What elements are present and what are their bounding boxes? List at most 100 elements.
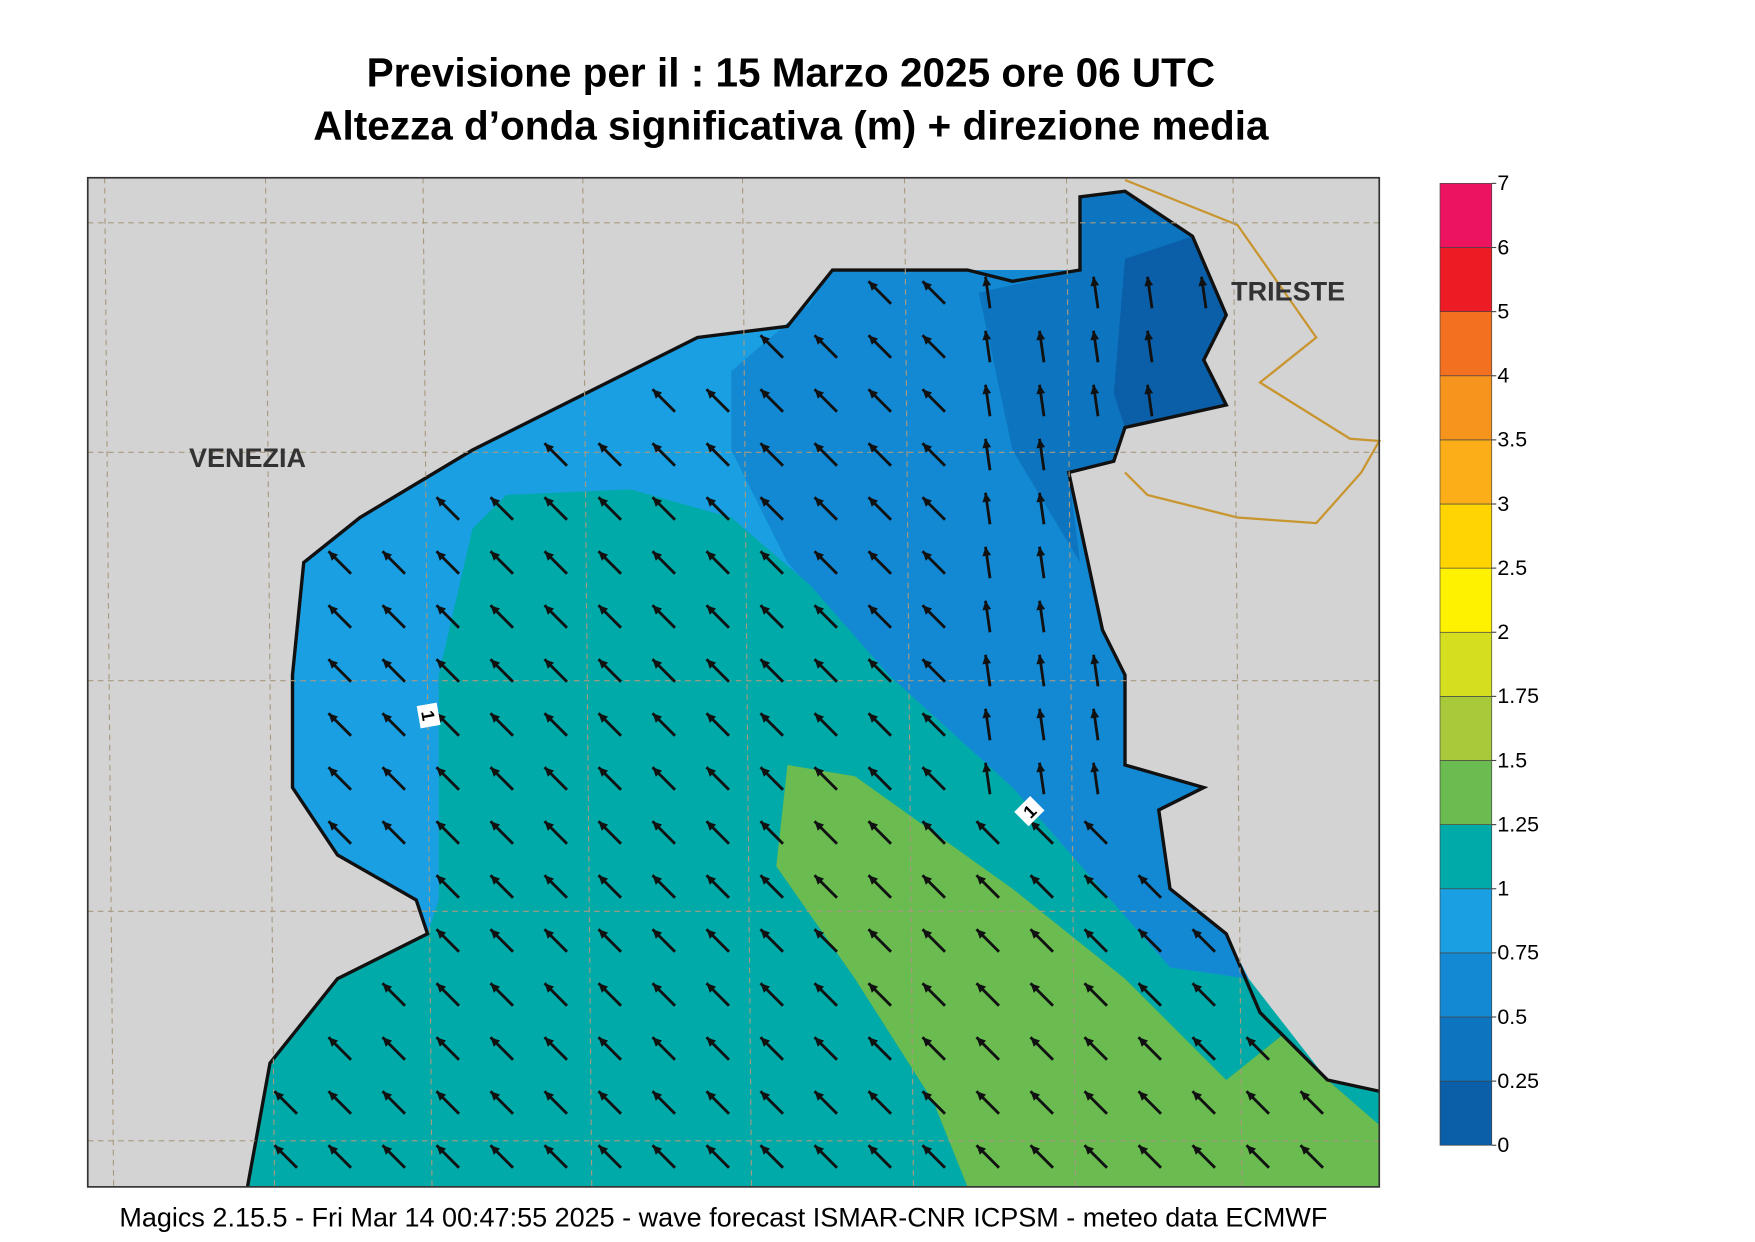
wave-arrow-head — [490, 1145, 501, 1155]
wave-arrow-head — [544, 551, 555, 561]
wave-arrow-head — [976, 929, 987, 939]
colorbar-box — [1439, 311, 1493, 377]
wave-arrow-head — [652, 659, 663, 669]
wave-arrow-head — [1084, 1091, 1095, 1101]
wave-arrow-head — [760, 1037, 771, 1047]
wave-arrow-head — [706, 389, 717, 399]
wave-arrow-head — [814, 875, 825, 885]
wave-arrow-head — [652, 551, 663, 561]
graticule-line — [903, 177, 915, 1187]
wave-arrow-head — [490, 605, 501, 615]
wave-arrow-head — [706, 875, 717, 885]
sea-0-0.25 — [1113, 236, 1227, 428]
wave-arrow-head — [436, 767, 447, 777]
wave-arrow-head — [1246, 1091, 1257, 1101]
wave-arrow-head — [982, 654, 992, 665]
wave-arrow-head — [1300, 1091, 1311, 1101]
wave-arrow-head — [706, 713, 717, 723]
wave-arrow-head — [922, 659, 933, 669]
wave-arrow-head — [598, 929, 609, 939]
wave-arrow-head — [598, 659, 609, 669]
wave-arrow-head — [436, 497, 447, 507]
wave-arrow-head — [922, 713, 933, 723]
wave-arrow-head — [706, 605, 717, 615]
wave-arrow-head — [982, 438, 992, 449]
wave-arrow-head — [868, 605, 879, 615]
wave-arrow-head — [982, 276, 992, 287]
colorbar-label: 6 — [1497, 235, 1509, 259]
wave-directions — [273, 276, 1324, 1169]
wave-arrow-head — [1090, 330, 1100, 341]
wave-arrow-head — [706, 497, 717, 507]
wave-arrow-head — [652, 875, 663, 885]
wave-arrow-head — [1090, 762, 1100, 773]
wave-arrow-head — [1090, 276, 1100, 287]
wave-arrow-head — [1138, 1037, 1149, 1047]
wave-arrow-head — [1144, 330, 1154, 341]
colorbar-label: 0 — [1497, 1133, 1509, 1157]
wave-arrow-head — [982, 762, 992, 773]
wave-arrow-head — [436, 983, 447, 993]
contour-label: 1 — [1014, 796, 1045, 827]
wave-arrow-head — [1090, 654, 1100, 665]
colorbar-box — [1439, 439, 1493, 505]
title: Previsione per il : 15 Marzo 2025 ore 06… — [367, 50, 1216, 96]
wave-arrow-head — [1030, 983, 1041, 993]
wave-arrow-head — [436, 929, 447, 939]
colorbar-label: 1.25 — [1497, 812, 1539, 836]
wave-arrow-head — [490, 551, 501, 561]
wave-arrow-head — [598, 713, 609, 723]
colorbar-box — [1439, 631, 1493, 697]
colorbar-label: 0.75 — [1497, 941, 1539, 965]
wave-arrow-head — [1084, 875, 1095, 885]
colorbar-label: 1 — [1497, 877, 1509, 901]
wave-arrow-head — [436, 1091, 447, 1101]
wave-arrow-head — [652, 821, 663, 831]
wave-arrow-head — [436, 551, 447, 561]
wave-arrow-head — [706, 551, 717, 561]
wave-arrow-head — [760, 767, 771, 777]
wave-arrow-head — [652, 1091, 663, 1101]
wave-arrow-head — [652, 1145, 663, 1155]
map: VENEZIA TRIESTE 1 1 — [86, 176, 1382, 1188]
wave-arrow-head — [760, 659, 771, 669]
wave-arrow-head — [436, 875, 447, 885]
graticule-line — [582, 177, 593, 1187]
graticule-line — [264, 177, 276, 1187]
colorbar-label: 7 — [1497, 171, 1509, 195]
wave-arrow-head — [382, 1037, 393, 1047]
wave-arrow-head — [1192, 1145, 1203, 1155]
wave-arrow-head — [922, 389, 933, 399]
footer: Magics 2.15.5 - Fri Mar 14 00:47:55 2025… — [119, 1202, 1327, 1232]
colorbar: 0 0.25 0.5 0.75 1 1.25 1.5 1.75 2 2.5 3 3.5 4 5 6 7 — [1439, 171, 1539, 1157]
wave-arrow-head — [544, 659, 555, 669]
wave-arrow-head — [868, 1091, 879, 1101]
wave-arrow-head — [490, 1037, 501, 1047]
wave-arrow-head — [760, 983, 771, 993]
wave-arrow-head — [652, 983, 663, 993]
wave-arrow-head — [868, 821, 879, 831]
colorbar-box — [1439, 824, 1493, 890]
wave-arrow-head — [436, 1145, 447, 1155]
wave-arrow-head — [868, 443, 879, 453]
wave-arrow-head — [1246, 1037, 1257, 1047]
wave-arrow-head — [922, 875, 933, 885]
wave-arrow-head — [652, 767, 663, 777]
wave-arrow-head — [760, 821, 771, 831]
wave-arrow-head — [1138, 1091, 1149, 1101]
wave-arrow-head — [382, 713, 393, 723]
wave-arrow-head — [274, 1145, 285, 1155]
colorbar-box — [1439, 1016, 1493, 1082]
wave-arrow-head — [1084, 929, 1095, 939]
wave-arrow-head — [706, 821, 717, 831]
wave-arrow-head — [1036, 708, 1046, 719]
colorbar-box — [1439, 696, 1493, 761]
colorbar-label: 3.5 — [1497, 428, 1527, 452]
wave-arrow-head — [1030, 929, 1041, 939]
wave-arrow-head — [814, 929, 825, 939]
wave-arrow-head — [982, 330, 992, 341]
wave-arrow-head — [598, 983, 609, 993]
wave-arrow-head — [982, 546, 992, 557]
graticule-line — [104, 177, 115, 1187]
